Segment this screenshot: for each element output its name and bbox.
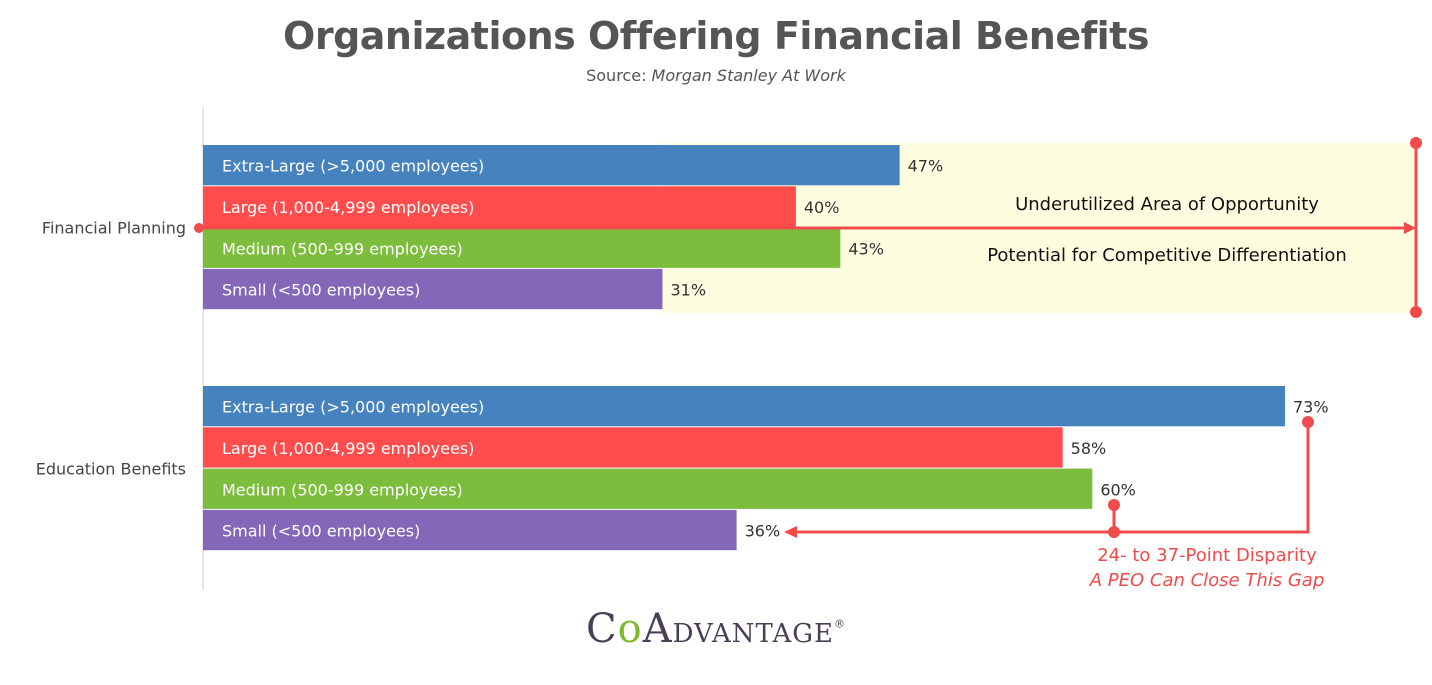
data-label: 47% bbox=[908, 157, 944, 176]
disparity-dot bbox=[1108, 526, 1120, 538]
chart-title: Organizations Offering Financial Benefit… bbox=[283, 14, 1149, 58]
chart-subtitle: Source: Morgan Stanley At Work bbox=[0, 66, 1432, 85]
data-label: 40% bbox=[804, 198, 840, 217]
bracket-dot bbox=[1410, 306, 1422, 318]
data-label: 73% bbox=[1293, 398, 1329, 417]
category-label: Education Benefits bbox=[36, 460, 186, 479]
coadvantage-logo: CoADVANTAGE® bbox=[586, 606, 846, 652]
annotation-text: Underutilized Area of Opportunity bbox=[1015, 194, 1319, 215]
bar bbox=[203, 468, 1093, 509]
bar bbox=[203, 509, 737, 551]
bar-series-label: Small (<500 employees) bbox=[222, 522, 420, 541]
subtitle-source: Morgan Stanley At Work bbox=[651, 66, 846, 85]
bar-series-label: Extra-Large (>5,000 employees) bbox=[222, 398, 484, 417]
arrowhead bbox=[784, 526, 797, 538]
bar-series-label: Extra-Large (>5,000 employees) bbox=[222, 157, 484, 176]
category-label: Financial Planning bbox=[42, 219, 186, 238]
bar-series-label: Medium (500-999 employees) bbox=[222, 480, 463, 499]
data-label: 36% bbox=[745, 522, 781, 541]
disparity-dot bbox=[1302, 416, 1314, 428]
bar bbox=[203, 427, 1063, 468]
bar bbox=[203, 145, 900, 186]
data-label: 60% bbox=[1100, 480, 1136, 499]
bar-series-label: Large (1,000-4,999 employees) bbox=[222, 439, 474, 458]
arrow-dot bbox=[194, 223, 204, 233]
bar-series-label: Medium (500-999 employees) bbox=[222, 239, 463, 258]
data-label: 31% bbox=[670, 281, 706, 300]
bar bbox=[203, 186, 796, 227]
bar bbox=[203, 268, 663, 310]
disparity-line bbox=[796, 422, 1310, 534]
annotation-text: Potential for Competitive Differentiatio… bbox=[987, 245, 1347, 266]
bracket-dot bbox=[1410, 137, 1422, 149]
annotation-text: 24- to 37-Point Disparity bbox=[1097, 545, 1317, 566]
bar-series-label: Large (1,000-4,999 employees) bbox=[222, 198, 474, 217]
annotation-text: A PEO Can Close This Gap bbox=[1089, 570, 1325, 591]
subtitle-prefix: Source: bbox=[586, 66, 652, 85]
disparity-dot bbox=[1108, 499, 1120, 511]
data-label: 43% bbox=[848, 239, 884, 258]
data-label: 58% bbox=[1071, 439, 1107, 458]
arrowhead bbox=[1404, 222, 1416, 234]
bar-series-label: Small (<500 employees) bbox=[222, 281, 420, 300]
bar bbox=[203, 227, 841, 268]
bar bbox=[203, 386, 1285, 427]
